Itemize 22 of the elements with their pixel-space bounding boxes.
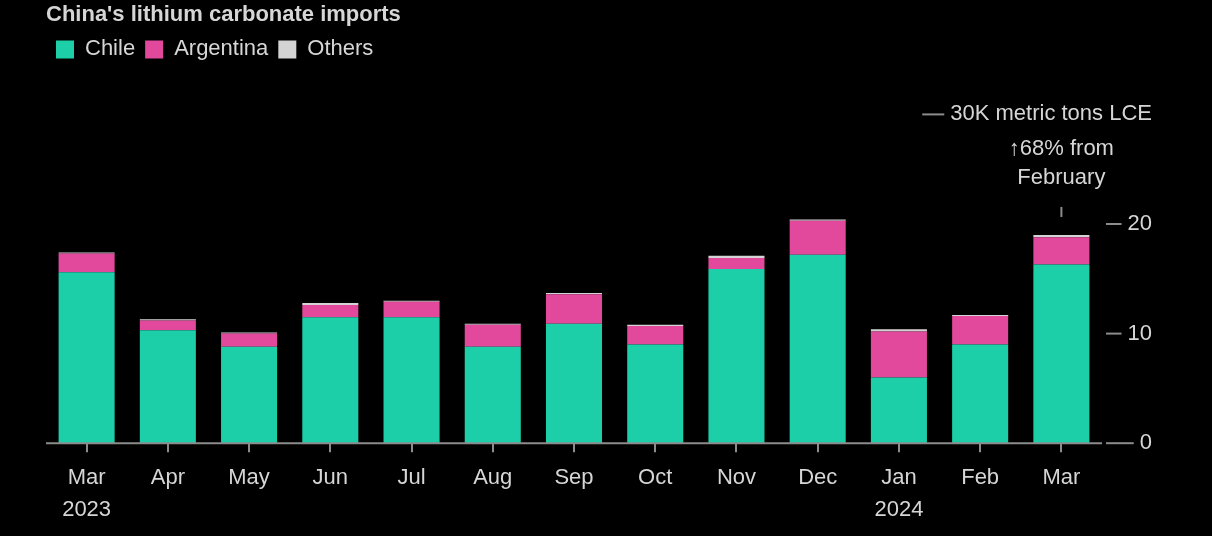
y-tick-label: 10 xyxy=(1127,319,1152,345)
x-tick-label: Dec xyxy=(798,464,838,490)
legend-label: Argentina xyxy=(174,35,270,61)
x-tick-label: Mar 2023 xyxy=(62,464,112,522)
x-tick-label: Feb xyxy=(961,464,1000,490)
x-tick-label: Jan 2024 xyxy=(874,464,924,522)
x-tick-label: Sep xyxy=(554,464,594,490)
x-tick-label: Jul xyxy=(397,464,426,490)
x-tick-label: Mar xyxy=(1042,464,1081,490)
x-tick-label: Apr xyxy=(150,464,185,490)
x-tick-label: Oct xyxy=(638,464,673,490)
legend-label: Chile xyxy=(85,35,136,61)
chart-title: China's lithium carbonate imports xyxy=(46,1,401,27)
legend-label: Others xyxy=(307,35,374,61)
x-tick-label: Aug xyxy=(473,464,513,490)
y-tick-label: 20 xyxy=(1127,210,1152,236)
x-tick-label: Jun xyxy=(312,464,349,490)
y-tick-label: 0 xyxy=(1139,429,1152,455)
annotation: ↑68% from February xyxy=(1008,134,1114,189)
x-tick-label: Nov xyxy=(716,464,757,490)
x-tick-label: May xyxy=(228,464,270,490)
y-tick-label: 30K metric tons LCE xyxy=(950,100,1152,126)
